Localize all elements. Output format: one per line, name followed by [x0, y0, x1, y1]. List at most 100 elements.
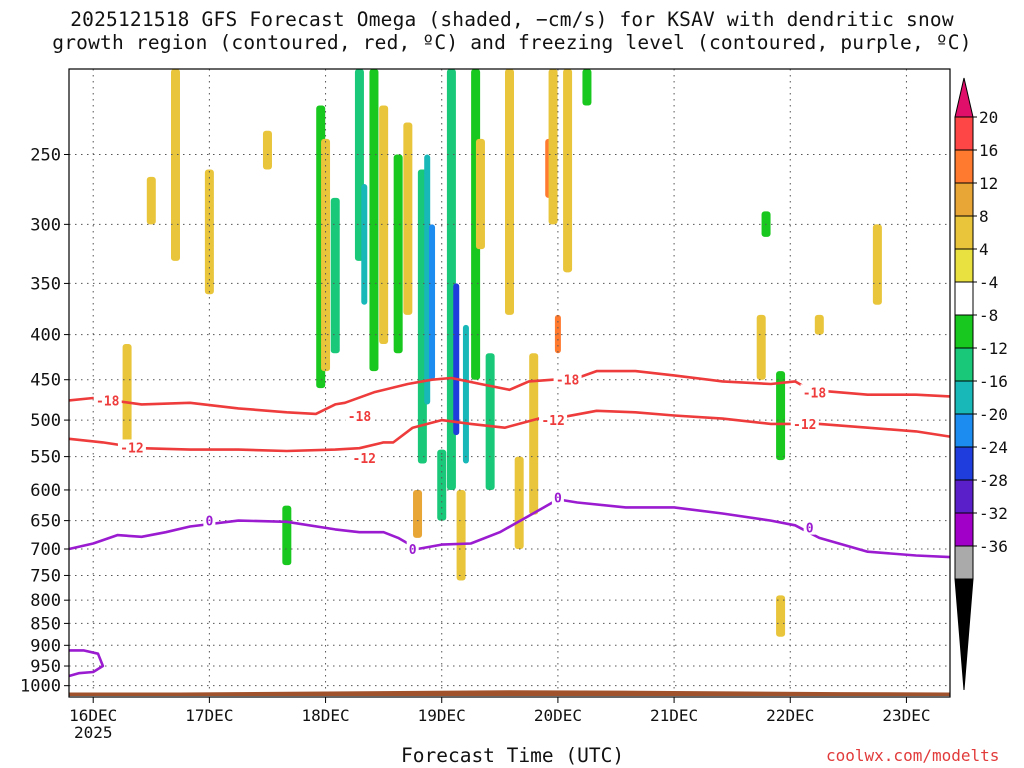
y-tick-label: 800: [30, 591, 61, 611]
colorbar-label: -20: [979, 405, 1008, 424]
colorbar-label: 16: [979, 141, 998, 160]
y-tick-label: 850: [30, 614, 61, 634]
colorbar-top-arrow: [954, 77, 974, 118]
contour-label-bg: [406, 541, 419, 557]
omega-cell: [776, 371, 786, 461]
contour-label: 0: [205, 515, 213, 530]
omega-cell: [756, 314, 766, 380]
colorbar-label: -12: [979, 339, 1008, 358]
y-tick-label: 500: [30, 411, 61, 431]
omega-cell: [453, 283, 460, 436]
colorbar-swatch: [954, 446, 974, 481]
omega-cell: [582, 69, 592, 106]
colorbar-label: -4: [979, 273, 998, 292]
omega-shading-layer: [122, 69, 882, 637]
contour-label-bg: [790, 415, 819, 431]
omega-cell: [514, 456, 524, 550]
omega-cell: [776, 595, 786, 637]
colorbar-label: -8: [979, 306, 998, 325]
contour-dgz_minus12: [68, 409, 951, 453]
omega-cell: [505, 69, 514, 315]
x-axis-title: Forecast Time (UTC): [401, 744, 625, 767]
omega-cell: [369, 69, 379, 372]
contour-label: -12: [120, 441, 143, 456]
omega-cell: [814, 314, 824, 335]
omega-cell: [146, 176, 156, 225]
x-tick-sublabel: 2025: [74, 723, 113, 742]
omega-cell: [393, 154, 403, 354]
colorbar-label: -28: [979, 471, 1008, 490]
y-tick-label: 950: [30, 657, 61, 677]
y-tick-label: 300: [30, 215, 61, 235]
colorbar-swatch: [954, 380, 974, 415]
x-tick-label: 23DEC: [882, 706, 930, 725]
ground-layer: [69, 690, 950, 696]
y-tick-label: 900: [30, 636, 61, 656]
y-tick-label: 700: [30, 540, 61, 560]
y-tick-label: 350: [30, 274, 61, 294]
contour-label: 0: [806, 522, 814, 537]
colorbar-label: -24: [979, 438, 1008, 457]
colorbar-swatch: [954, 479, 974, 514]
omega-cell: [170, 69, 180, 261]
plot-frame: [68, 68, 951, 698]
y-tick-label: 650: [30, 512, 61, 532]
colorbar-label: -16: [979, 372, 1008, 391]
credit-link[interactable]: coolwx.com/modelts: [826, 746, 1000, 765]
omega-cell: [548, 69, 558, 225]
contour-label: -12: [793, 418, 816, 433]
contour-label-bg: [539, 412, 568, 428]
colorbar-swatch: [954, 545, 974, 580]
omega-cell: [462, 324, 469, 464]
colorbar-swatch: [954, 314, 974, 349]
contour-freezing_zero_surface: [68, 649, 105, 678]
colorbar-swatch: [954, 413, 974, 448]
omega-cell: [485, 353, 495, 490]
omega-cell: [330, 197, 340, 354]
colorbar-swatch: [954, 512, 974, 547]
omega-cell: [413, 489, 423, 538]
omega-cell: [379, 105, 389, 345]
colorbar-swatch: [954, 347, 974, 382]
contour-label-bg: [800, 384, 829, 400]
colorbar-label: -36: [979, 537, 1008, 556]
ground-surface: [69, 690, 950, 696]
omega-cell: [262, 130, 272, 170]
colorbar-swatch: [954, 182, 974, 217]
colorbar-swatch: [954, 215, 974, 250]
contour-label-bg: [203, 512, 216, 528]
chart-title-line1: 2025121518 GFS Forecast Omega (shaded, −…: [70, 8, 954, 31]
contour-label: -18: [96, 394, 120, 409]
colorbar-label: 4: [979, 240, 989, 259]
contour-label-bg: [117, 439, 146, 455]
omega-cell: [456, 489, 466, 581]
omega-cell: [529, 353, 539, 515]
omega-cell: [437, 449, 447, 521]
y-tick-label: 400: [30, 326, 61, 346]
chart-title-line2: growth region (contoured, red, ºC) and f…: [52, 31, 972, 54]
y-tick-label: 250: [30, 145, 61, 165]
contour-label: -18: [803, 386, 827, 401]
omega-cell: [361, 183, 368, 305]
omega-cell: [403, 122, 413, 315]
y-tick-label: 1000: [20, 677, 61, 697]
omega-cell: [424, 154, 431, 405]
x-tick-label: 18DEC: [301, 706, 349, 725]
contour-dgz_minus18: [68, 369, 951, 416]
omega-cell: [429, 224, 436, 380]
contour-label-bg: [93, 392, 122, 408]
contour-label-bg: [551, 489, 564, 505]
colorbar-label: 8: [979, 207, 989, 226]
omega-cell: [282, 505, 292, 566]
contour-label: -12: [541, 414, 564, 429]
colorbar-swatch: [954, 281, 974, 316]
x-tick-label: 16DEC: [69, 706, 117, 725]
contour-label: -18: [348, 410, 372, 425]
x-tick-label: 21DEC: [650, 706, 698, 725]
colorbar-label: 20: [979, 108, 998, 127]
y-tick-label: 450: [30, 371, 61, 391]
colorbar-legend: 20 16 12 8 4 -4 -8 -12 -16 -20 -24 -28 -32 -36: [954, 77, 1008, 691]
colorbar-bottom-arrow: [954, 578, 974, 691]
contour-label: 0: [409, 543, 417, 558]
